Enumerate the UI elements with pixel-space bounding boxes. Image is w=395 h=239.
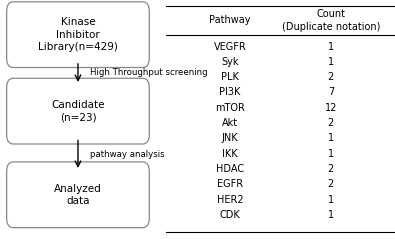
Text: CDK: CDK: [220, 210, 241, 220]
Text: 2: 2: [328, 72, 334, 82]
Text: IKK: IKK: [222, 149, 238, 159]
Text: mTOR: mTOR: [215, 103, 245, 113]
Text: VEGFR: VEGFR: [214, 42, 246, 52]
FancyBboxPatch shape: [7, 78, 149, 144]
Text: PLK: PLK: [221, 72, 239, 82]
Text: EGFR: EGFR: [217, 179, 243, 189]
Text: 1: 1: [328, 42, 334, 52]
Text: Candidate
(n=23): Candidate (n=23): [51, 100, 105, 122]
Text: Akt: Akt: [222, 118, 238, 128]
Text: 1: 1: [328, 133, 334, 143]
Text: Pathway: Pathway: [209, 15, 251, 25]
Text: JNK: JNK: [222, 133, 238, 143]
Text: Count
(Duplicate notation): Count (Duplicate notation): [282, 9, 380, 32]
Text: Syk: Syk: [221, 57, 239, 67]
Text: pathway analysis: pathway analysis: [90, 150, 164, 159]
FancyBboxPatch shape: [7, 162, 149, 228]
Text: Kinase
Inhibitor
Library(n=429): Kinase Inhibitor Library(n=429): [38, 17, 118, 52]
Text: 12: 12: [325, 103, 337, 113]
Text: 2: 2: [328, 164, 334, 174]
Text: PI3K: PI3K: [219, 87, 241, 98]
Text: 2: 2: [328, 179, 334, 189]
Text: HER2: HER2: [217, 195, 243, 205]
Text: High Throughput screening: High Throughput screening: [90, 68, 207, 77]
FancyBboxPatch shape: [7, 2, 149, 68]
Text: 1: 1: [328, 210, 334, 220]
Text: HDAC: HDAC: [216, 164, 244, 174]
Text: 7: 7: [328, 87, 334, 98]
Text: 1: 1: [328, 195, 334, 205]
Text: 1: 1: [328, 57, 334, 67]
Text: Analyzed
data: Analyzed data: [54, 184, 102, 206]
Text: 2: 2: [328, 118, 334, 128]
Text: 1: 1: [328, 149, 334, 159]
